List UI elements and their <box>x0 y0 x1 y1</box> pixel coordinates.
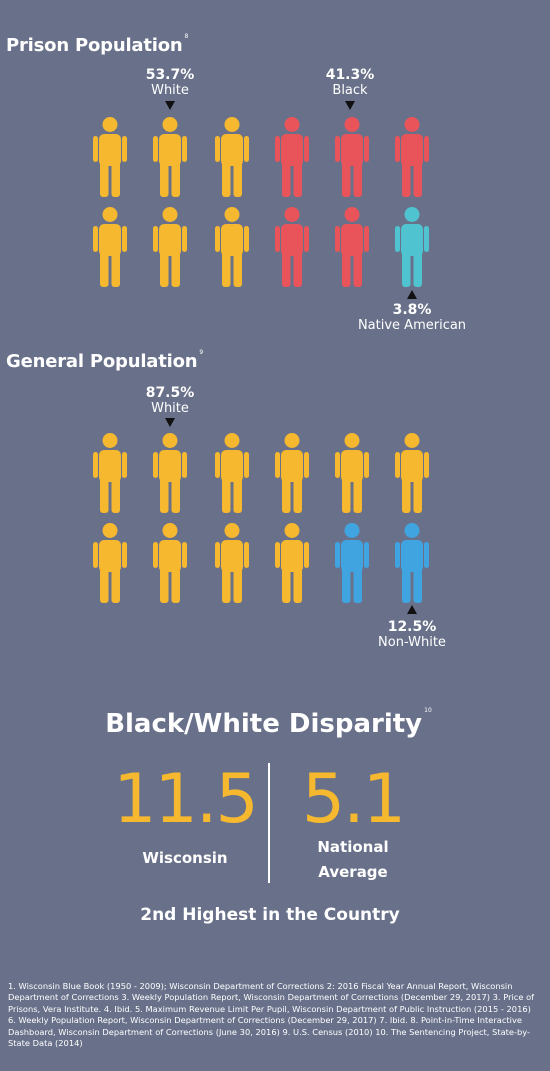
prison-native-arrow-icon <box>407 290 417 299</box>
prison-white-arrow-icon <box>165 101 175 110</box>
wisconsin-label: Wisconsin <box>142 849 228 867</box>
prison-white-pct: 53.7% <box>145 67 195 83</box>
prison-person-icon-white <box>215 207 249 287</box>
general-person-icon-white <box>335 433 369 513</box>
prison-person-icon-white <box>215 117 249 197</box>
general-population-title-text: General Population <box>6 351 198 372</box>
prison-black-text: Black <box>332 83 368 98</box>
footnote-ref-10: 10 <box>424 707 432 714</box>
prison-native-text: Native American <box>357 318 467 333</box>
prison-black-arrow-icon <box>345 101 355 110</box>
general-person-icon-white <box>275 433 309 513</box>
general-person-icon-white <box>153 433 187 513</box>
prison-population-title: Prison Population 8 <box>6 33 189 56</box>
footnote-ref-8: 8 <box>184 33 189 40</box>
prison-person-icon-black <box>335 117 369 197</box>
general-person-icon-white <box>93 433 127 513</box>
general-person-icon-nonwhite <box>395 523 429 603</box>
general-white-arrow-icon <box>165 418 175 427</box>
general-person-icon-white <box>93 523 127 603</box>
rank-text: 2nd Highest in the Country <box>140 905 400 925</box>
general-population-title: General Population 9 <box>6 349 204 372</box>
general-person-icon-white <box>395 433 429 513</box>
disparity-title: Black/White Disparity 10 <box>0 707 537 739</box>
prison-white-text: White <box>151 83 189 98</box>
general-nonwhite-label: 12.5% Non-White <box>357 619 467 651</box>
national-value: 5.1 <box>301 760 406 839</box>
prison-person-icon-black <box>395 117 429 197</box>
prison-person-icon-white <box>153 117 187 197</box>
footnotes: 1. Wisconsin Blue Book (1950 - 2009); Wi… <box>8 981 535 1049</box>
general-person-icon-white <box>275 523 309 603</box>
prison-person-icon-black <box>275 117 309 197</box>
prison-person-icon-black <box>275 207 309 287</box>
prison-person-icon-white <box>153 207 187 287</box>
general-white-text: White <box>151 401 189 416</box>
general-person-icon-white <box>215 523 249 603</box>
prison-population-title-text: Prison Population <box>6 35 183 56</box>
wisconsin-value: 11.5 <box>113 760 258 839</box>
prison-native-pct: 3.8% <box>392 302 432 318</box>
national-label-line1: National <box>317 838 389 856</box>
disparity-divider <box>268 763 270 883</box>
general-nonwhite-text: Non-White <box>378 635 446 650</box>
general-person-icon-white <box>153 523 187 603</box>
prison-person-icon-white <box>93 117 127 197</box>
prison-black-label: 41.3% Black <box>295 67 405 99</box>
general-nonwhite-pct: 12.5% <box>387 619 437 635</box>
general-white-pct: 87.5% <box>145 385 195 401</box>
disparity-title-text: Black/White Disparity <box>105 709 423 739</box>
general-person-icon-nonwhite <box>335 523 369 603</box>
prison-person-icon-white <box>93 207 127 287</box>
prison-white-label: 53.7% White <box>115 67 225 99</box>
general-person-icon-white <box>215 433 249 513</box>
prison-black-pct: 41.3% <box>325 67 375 83</box>
prison-person-icon-black <box>335 207 369 287</box>
prison-person-icon-native <box>395 207 429 287</box>
general-white-label: 87.5% White <box>115 385 225 417</box>
pictograph-icons <box>93 117 429 603</box>
prison-native-label: 3.8% Native American <box>357 302 467 334</box>
national-label-line2: Average <box>318 863 388 881</box>
general-nonwhite-arrow-icon <box>407 605 417 614</box>
footnote-ref-9: 9 <box>199 349 204 356</box>
